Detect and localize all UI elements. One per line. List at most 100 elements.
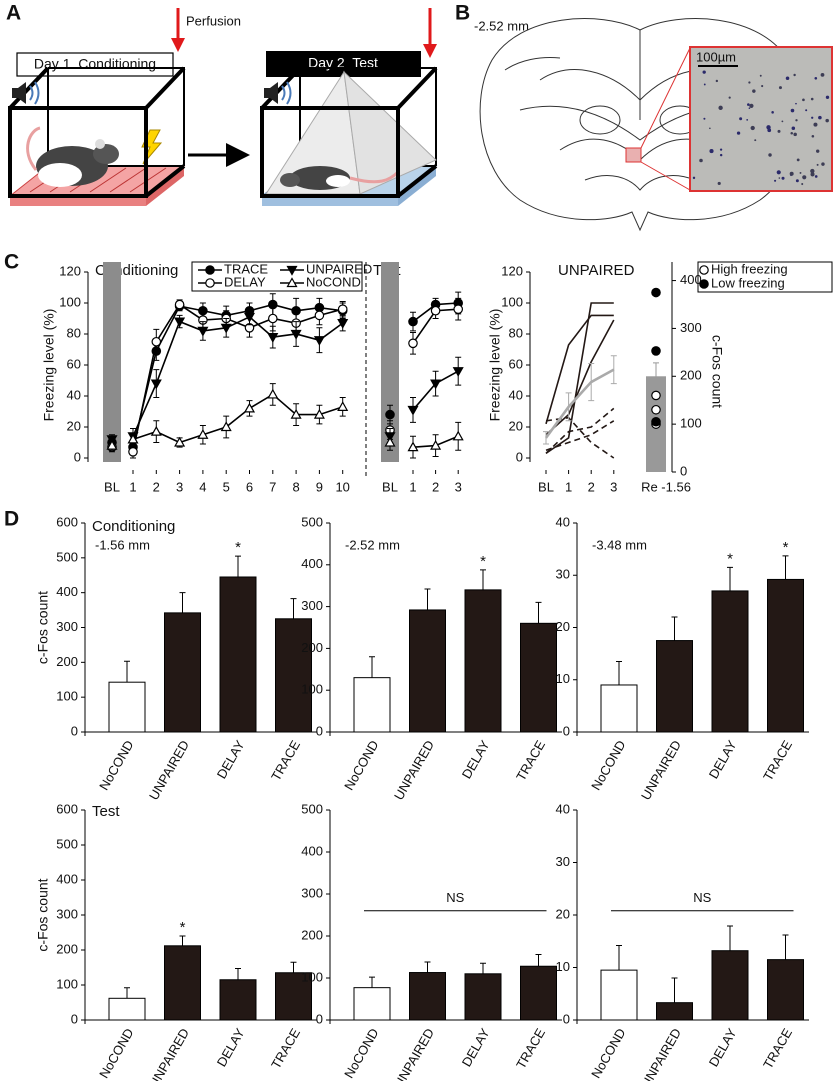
cell xyxy=(777,129,781,133)
y-tick-label: 10 xyxy=(556,959,570,974)
day2-label: Day 2 Test xyxy=(308,55,378,71)
error-bar xyxy=(610,355,617,385)
cell xyxy=(699,158,703,163)
x-tick-label: NoCOND xyxy=(588,738,628,793)
series-line xyxy=(545,407,615,454)
test-arrow xyxy=(423,8,437,58)
error-bar xyxy=(535,601,542,624)
marker xyxy=(174,317,186,328)
y-tick-label: 200 xyxy=(301,640,323,655)
legend-label: UNPAIRED xyxy=(306,261,372,276)
marker xyxy=(174,436,186,447)
day1-box xyxy=(16,52,174,77)
micrograph-cells xyxy=(692,70,830,186)
y-axis-label: c-Fos count xyxy=(709,335,725,408)
bar xyxy=(656,640,693,733)
y-tick-label: 40 xyxy=(509,387,523,402)
y-tick-label: 20 xyxy=(509,418,523,433)
zoom-lines xyxy=(640,47,691,191)
cell xyxy=(739,117,743,121)
y-tick-label: 0 xyxy=(74,449,81,464)
bar xyxy=(353,987,391,1021)
y-tick-label: 80 xyxy=(67,325,81,340)
y-tick-label: 400 xyxy=(301,556,323,571)
cell xyxy=(749,103,754,109)
marker xyxy=(313,408,325,419)
cell xyxy=(799,171,802,174)
y-tick-label: 600 xyxy=(56,801,78,816)
y-tick-label: 100 xyxy=(501,294,523,309)
cell xyxy=(790,132,793,135)
y-tick-label: 60 xyxy=(67,356,81,371)
marker xyxy=(151,336,162,347)
y-axis-label: c-Fos count xyxy=(35,878,51,951)
cell xyxy=(736,131,741,135)
cell xyxy=(801,183,804,186)
cell xyxy=(715,79,719,83)
conditioning-cage xyxy=(8,66,186,206)
marker xyxy=(290,329,302,340)
bar xyxy=(767,578,804,733)
cell xyxy=(768,153,772,157)
marker xyxy=(407,441,419,452)
y-tick-label: 40 xyxy=(67,387,81,402)
marker xyxy=(453,304,463,314)
error-bar xyxy=(235,555,241,577)
baseline-shade xyxy=(103,262,121,462)
x-tick-label: UNPAIRED xyxy=(146,738,192,803)
series-line xyxy=(545,416,615,459)
x-tick-label: TRACE xyxy=(760,737,795,783)
y-tick-label: 0 xyxy=(563,723,570,738)
y-tick-label: 200 xyxy=(56,941,78,956)
error-bar xyxy=(671,977,678,1003)
cell xyxy=(752,89,756,93)
error-bar xyxy=(235,968,241,980)
series-line xyxy=(544,368,615,439)
x-tick-label: NoCOND xyxy=(96,738,136,793)
cell xyxy=(719,153,723,157)
series-line xyxy=(132,303,343,452)
significance: * xyxy=(235,539,241,556)
bracket-label: NS xyxy=(446,890,464,905)
marker xyxy=(452,367,464,377)
error-bar xyxy=(179,935,186,946)
bar xyxy=(275,618,312,733)
series-line xyxy=(545,420,615,452)
y-tick-label: 100 xyxy=(56,689,78,704)
x-tick-label: UNPAIRED xyxy=(391,738,437,803)
cell xyxy=(789,171,794,176)
cell xyxy=(703,117,706,120)
cell xyxy=(781,176,785,180)
error-bar xyxy=(369,976,375,988)
cell xyxy=(802,175,807,180)
x-tick-label: TRACE xyxy=(760,1025,795,1071)
series-line xyxy=(545,314,614,425)
y-tick-label: 30 xyxy=(556,854,570,869)
error-bar xyxy=(290,961,297,973)
significance: * xyxy=(480,553,486,570)
y-tick-label: 60 xyxy=(509,356,523,371)
bar xyxy=(108,681,146,733)
cell xyxy=(778,86,782,90)
x-tick-label: 1 xyxy=(565,479,572,494)
x-tick-label: 5 xyxy=(223,479,230,494)
cell xyxy=(802,98,805,102)
y-tick-label: 30 xyxy=(556,567,570,582)
marker xyxy=(337,304,348,314)
significance: * xyxy=(727,550,733,567)
x-tick-label: 1 xyxy=(129,479,136,494)
y-tick-label: 300 xyxy=(56,619,78,634)
marker xyxy=(174,299,185,310)
bar xyxy=(767,959,804,1021)
cell xyxy=(719,148,723,151)
error-bar xyxy=(424,961,431,973)
cell xyxy=(748,107,751,109)
cell xyxy=(747,103,750,106)
cell xyxy=(816,149,820,153)
y-tick-label: 20 xyxy=(556,619,570,634)
marker xyxy=(651,287,661,298)
error-bar xyxy=(424,588,431,610)
bar xyxy=(711,950,749,1021)
x-tick-label: NoCOND xyxy=(341,738,381,793)
marker xyxy=(290,408,302,419)
